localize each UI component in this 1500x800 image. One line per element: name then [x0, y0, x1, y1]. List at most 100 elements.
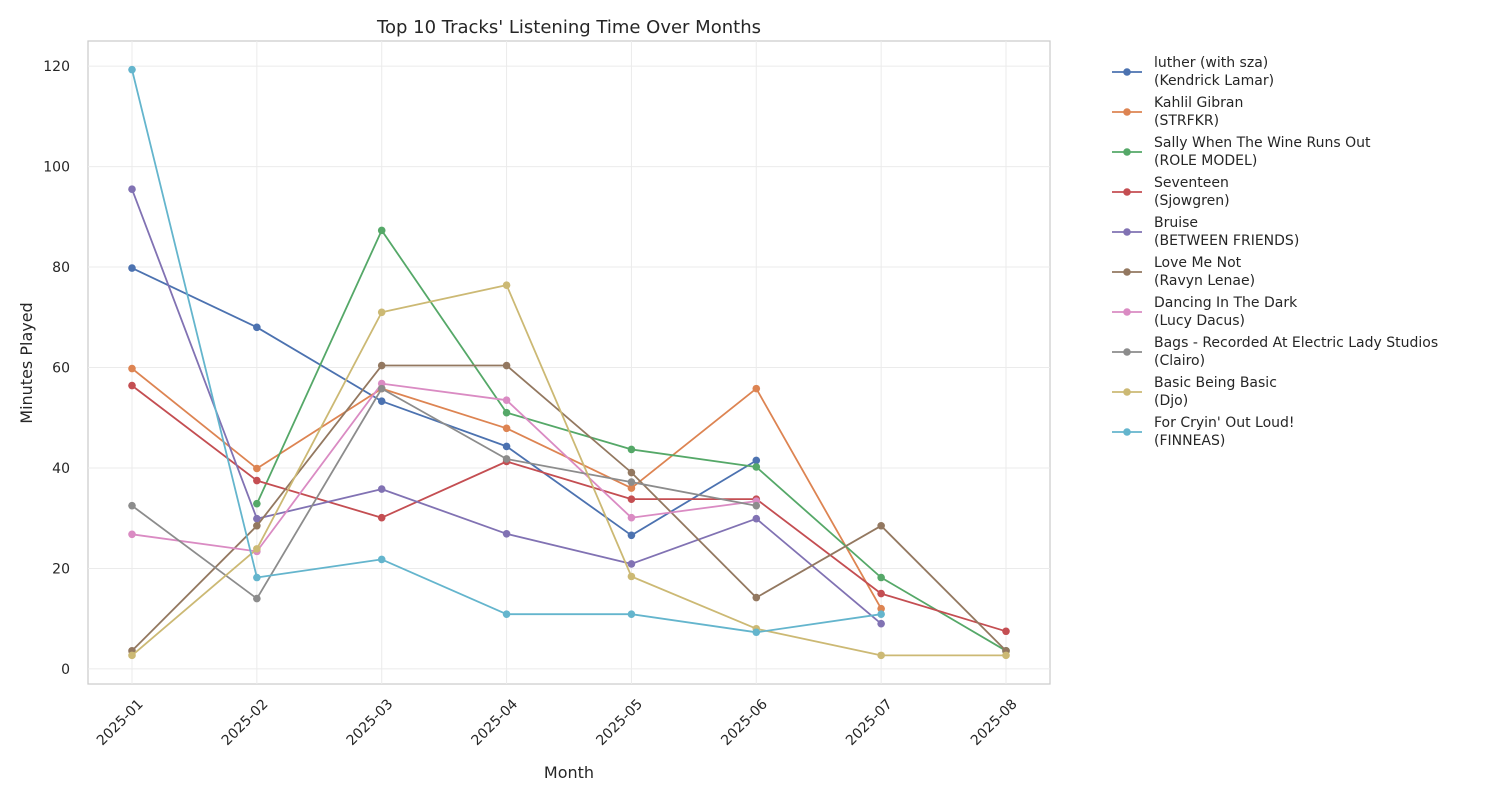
data-point	[627, 495, 636, 503]
data-point	[627, 572, 636, 581]
legend-marker	[1123, 108, 1131, 116]
x-tick-label: 2025-03	[344, 696, 397, 749]
data-point	[253, 573, 261, 582]
legend-entry-artist: (Sjowgren)	[1154, 193, 1230, 209]
data-point	[253, 464, 261, 473]
data-point	[752, 593, 761, 602]
data-point	[877, 619, 885, 628]
y-tick-label: 100	[43, 160, 70, 176]
x-tick-label: 2025-07	[843, 696, 896, 749]
data-point	[752, 628, 761, 637]
x-tick-label: 2025-04	[469, 696, 522, 749]
data-point	[128, 651, 136, 660]
data-point	[377, 397, 386, 405]
legend-entry-track: Dancing In The Dark	[1154, 295, 1298, 311]
x-tick-label: 2025-06	[718, 696, 771, 749]
data-point	[253, 545, 261, 553]
series-line	[131, 387, 757, 600]
series-line	[131, 284, 1006, 657]
x-tick-label: 2025-08	[968, 696, 1021, 749]
data-point	[627, 513, 636, 522]
legend-entry-artist: (ROLE MODEL)	[1154, 153, 1257, 169]
legend-entry-track: Seventeen	[1154, 175, 1229, 191]
data-point	[377, 308, 386, 317]
data-point	[877, 589, 885, 598]
series-line	[131, 382, 757, 553]
legend-entry-track: Bruise	[1154, 215, 1198, 231]
legend-marker	[1123, 268, 1131, 276]
legend-entry-track: For Cryin' Out Loud!	[1154, 415, 1295, 431]
data-point	[502, 529, 511, 538]
data-point	[752, 463, 761, 471]
data-point	[877, 610, 885, 618]
data-point	[752, 456, 761, 465]
x-tick-label: 2025-01	[94, 696, 147, 749]
legend-marker	[1123, 68, 1131, 76]
data-point	[253, 323, 261, 332]
data-point	[1002, 627, 1010, 636]
data-point	[752, 514, 761, 523]
data-point	[627, 610, 636, 618]
data-point	[128, 364, 136, 373]
legend-entry-track: Love Me Not	[1154, 255, 1242, 271]
data-point	[253, 521, 261, 530]
x-axis-label: Month	[544, 763, 594, 782]
legend-entry-track: Kahlil Gibran	[1154, 95, 1243, 111]
x-tick-label: 2025-05	[593, 696, 646, 749]
legend-marker	[1123, 188, 1131, 196]
data-point	[502, 455, 511, 463]
legend-marker	[1123, 428, 1131, 436]
y-tick-label: 0	[61, 662, 70, 678]
y-tick-label: 20	[52, 561, 70, 577]
legend-entry-track: Sally When The Wine Runs Out	[1154, 135, 1371, 151]
legend-entry-track: Basic Being Basic	[1154, 375, 1277, 391]
data-point	[1002, 651, 1010, 660]
data-point	[502, 361, 511, 370]
plot-area	[87, 40, 1051, 685]
data-point	[627, 560, 636, 568]
data-point	[128, 185, 136, 193]
data-point	[128, 501, 136, 510]
chart-title: Top 10 Tracks' Listening Time Over Month…	[376, 17, 761, 38]
data-point	[377, 384, 386, 393]
data-point	[253, 514, 261, 523]
legend-entry-artist: (Ravyn Lenae)	[1154, 273, 1255, 289]
y-tick-label: 80	[52, 260, 70, 276]
data-point	[502, 408, 511, 417]
data-point	[627, 531, 636, 540]
legend-entry-artist: (Lucy Dacus)	[1154, 313, 1245, 329]
y-tick-label: 60	[52, 361, 70, 377]
legend-entry-artist: (Clairo)	[1154, 353, 1205, 369]
series-group	[128, 65, 1010, 660]
y-axis-ticks: 0 20 40 60 80 100 120	[43, 59, 70, 678]
legend: luther (with sza) (Kendrick Lamar) Kahlil …	[1112, 55, 1438, 449]
legend-entry-artist: (Djo)	[1154, 393, 1188, 409]
data-point	[377, 226, 386, 235]
data-point	[877, 651, 885, 660]
legend-entry-artist: (BETWEEN FRIENDS)	[1154, 233, 1299, 249]
data-point	[377, 485, 386, 493]
data-point	[502, 610, 511, 618]
legend-marker	[1123, 228, 1131, 236]
data-point	[128, 264, 136, 272]
data-point	[877, 521, 885, 530]
y-tick-label: 120	[43, 59, 70, 75]
data-point	[253, 499, 261, 508]
legend-entry-track: Bags - Recorded At Electric Lady Studios	[1154, 335, 1438, 351]
series-line	[131, 384, 1007, 633]
y-axis-label: Minutes Played	[17, 302, 36, 423]
series-line	[131, 364, 1007, 652]
data-point	[627, 445, 636, 454]
grid	[88, 41, 1050, 684]
x-tick-label: 2025-02	[219, 696, 272, 749]
legend-marker	[1123, 308, 1131, 316]
legend-entry-track: luther (with sza)	[1154, 55, 1268, 71]
y-tick-label: 40	[52, 461, 70, 477]
legend-entry-artist: (Kendrick Lamar)	[1154, 73, 1274, 89]
data-point	[377, 555, 386, 564]
data-point	[128, 381, 136, 390]
data-point	[627, 484, 636, 492]
legend-entry-artist: (STRFKR)	[1154, 113, 1219, 129]
data-point	[377, 513, 386, 522]
